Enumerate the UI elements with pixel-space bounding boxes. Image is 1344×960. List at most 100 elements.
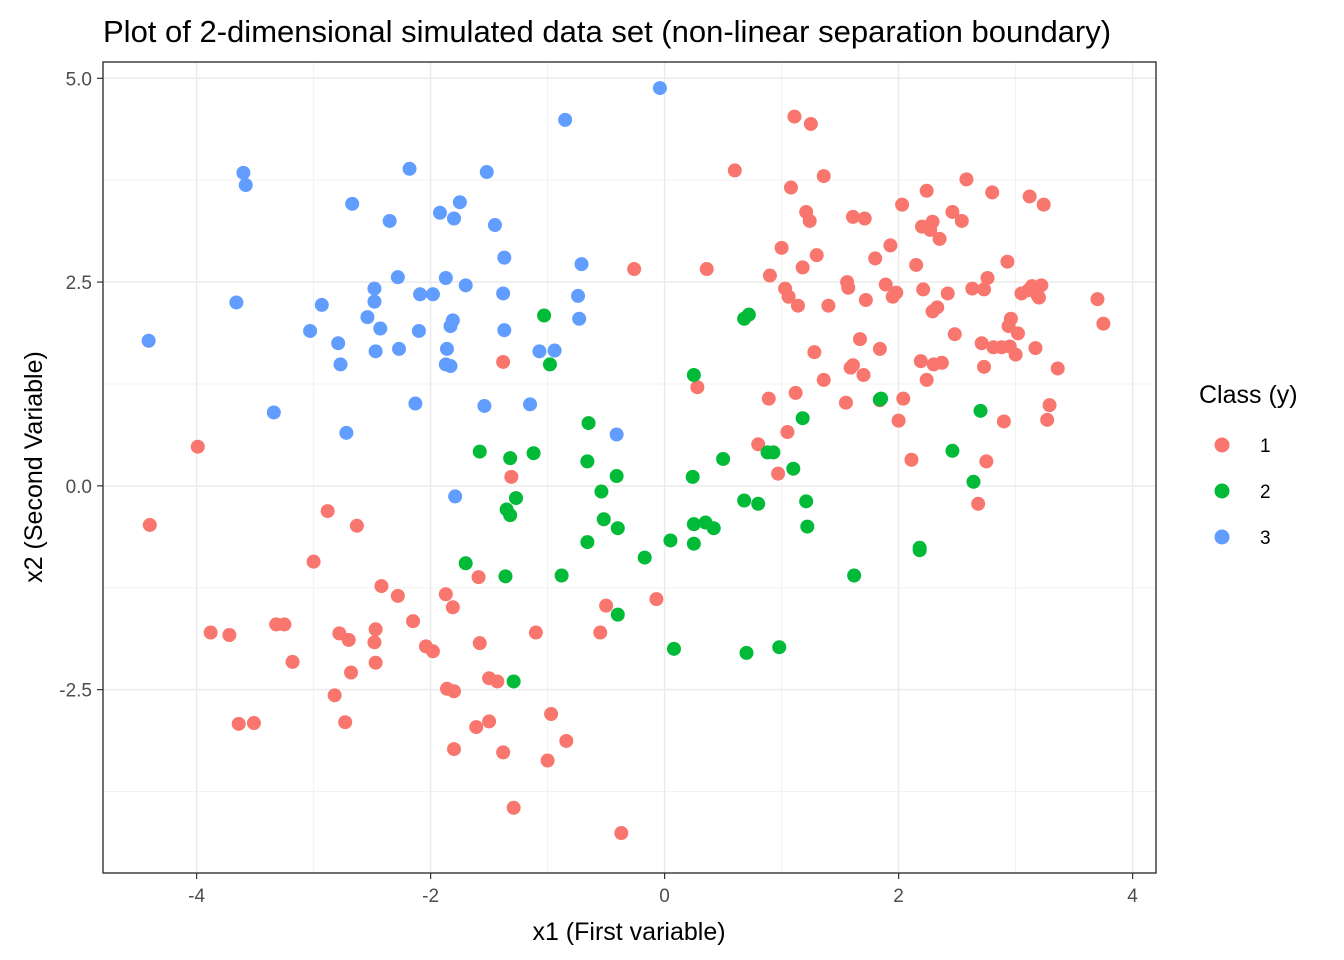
data-point-class-1 xyxy=(690,380,705,395)
data-point-class-1 xyxy=(1022,189,1037,204)
data-point-class-2 xyxy=(554,568,569,583)
data-point-class-2 xyxy=(609,469,624,484)
data-point-class-1 xyxy=(472,636,487,651)
data-point-class-2 xyxy=(472,444,487,459)
data-point-class-3 xyxy=(314,297,329,312)
data-point-class-1 xyxy=(222,627,237,642)
data-point-class-3 xyxy=(367,294,382,309)
data-point-class-1 xyxy=(1000,254,1015,269)
data-point-class-1 xyxy=(1090,292,1105,307)
data-point-class-1 xyxy=(469,720,484,735)
legend-label-1: 1 xyxy=(1260,436,1271,457)
legend-title: Class (y) xyxy=(1199,381,1298,409)
legend-label-2: 2 xyxy=(1260,482,1271,503)
data-point-class-2 xyxy=(741,307,756,322)
data-point-class-1 xyxy=(857,211,872,226)
data-point-class-2 xyxy=(581,416,596,431)
data-point-class-3 xyxy=(497,323,512,338)
data-point-class-2 xyxy=(594,484,609,499)
data-point-class-1 xyxy=(803,116,818,131)
data-point-class-2 xyxy=(795,411,810,426)
data-point-class-1 xyxy=(285,654,300,669)
data-point-class-1 xyxy=(471,570,486,585)
data-point-class-3 xyxy=(487,218,502,233)
data-point-class-2 xyxy=(945,443,960,458)
data-point-class-2 xyxy=(526,446,541,461)
data-point-class-3 xyxy=(141,333,156,348)
data-point-class-1 xyxy=(809,248,824,263)
data-point-class-3 xyxy=(443,359,458,374)
data-point-class-1 xyxy=(977,282,992,297)
data-point-class-3 xyxy=(367,281,382,296)
data-point-class-3 xyxy=(479,165,494,180)
data-point-class-1 xyxy=(787,109,802,124)
data-point-class-1 xyxy=(627,262,642,277)
data-point-class-1 xyxy=(390,588,405,603)
data-point-class-1 xyxy=(974,336,989,351)
legend: Class (y) 1 2 3 xyxy=(1199,381,1298,549)
data-point-class-3 xyxy=(477,398,492,413)
data-point-class-3 xyxy=(236,165,251,180)
data-point-class-1 xyxy=(802,213,817,228)
data-point-class-2 xyxy=(537,308,552,323)
y-tick-label: 0.0 xyxy=(66,477,92,498)
data-point-class-3 xyxy=(497,250,512,265)
data-point-class-1 xyxy=(919,372,934,387)
data-point-class-2 xyxy=(542,357,557,372)
data-point-class-1 xyxy=(338,715,353,730)
data-point-class-2 xyxy=(766,445,781,460)
data-point-class-3 xyxy=(558,112,573,127)
data-point-class-2 xyxy=(686,367,701,382)
data-point-class-3 xyxy=(413,287,428,302)
data-point-class-2 xyxy=(686,536,701,551)
data-point-class-1 xyxy=(845,209,860,224)
data-point-class-1 xyxy=(1028,341,1043,356)
legend-key-2 xyxy=(1214,483,1230,499)
data-point-class-1 xyxy=(895,197,910,212)
data-point-class-2 xyxy=(739,645,754,660)
data-point-class-1 xyxy=(980,270,995,285)
data-point-class-3 xyxy=(238,178,253,193)
data-point-class-1 xyxy=(780,425,795,440)
data-point-class-1 xyxy=(840,275,855,290)
x-tick-label: 2 xyxy=(893,886,904,907)
data-points xyxy=(141,81,1111,841)
data-point-class-3 xyxy=(333,357,348,372)
data-point-class-1 xyxy=(544,707,559,722)
data-point-class-2 xyxy=(503,451,518,466)
data-point-class-1 xyxy=(979,454,994,469)
data-point-class-1 xyxy=(856,367,871,382)
data-point-class-1 xyxy=(540,753,555,768)
data-point-class-3 xyxy=(652,81,667,96)
data-point-class-3 xyxy=(411,323,426,338)
data-point-class-1 xyxy=(528,625,543,640)
data-point-class-1 xyxy=(919,183,934,198)
data-point-class-3 xyxy=(373,321,388,336)
data-point-class-1 xyxy=(916,282,931,297)
y-tick-label: 2.5 xyxy=(66,273,92,294)
data-point-class-1 xyxy=(1010,326,1025,341)
data-point-class-1 xyxy=(246,716,261,731)
data-point-class-2 xyxy=(966,474,981,489)
data-point-class-2 xyxy=(772,640,787,655)
data-point-class-2 xyxy=(458,556,473,571)
data-point-class-1 xyxy=(858,293,873,308)
data-point-class-1 xyxy=(781,289,796,304)
data-point-class-2 xyxy=(800,519,815,534)
data-point-class-1 xyxy=(816,372,831,387)
data-point-class-1 xyxy=(940,286,955,301)
data-point-class-1 xyxy=(1032,290,1046,305)
data-point-class-3 xyxy=(360,310,375,325)
data-point-class-1 xyxy=(614,826,629,841)
data-point-class-1 xyxy=(1096,316,1111,331)
data-point-class-1 xyxy=(368,622,383,637)
data-point-class-2 xyxy=(610,521,625,536)
data-point-class-1 xyxy=(816,169,831,184)
data-point-class-1 xyxy=(909,257,924,272)
data-point-class-1 xyxy=(762,268,777,283)
data-point-class-1 xyxy=(593,625,608,640)
data-point-class-1 xyxy=(868,251,883,266)
data-point-class-2 xyxy=(637,550,652,565)
legend-key-3 xyxy=(1214,529,1230,545)
data-point-class-3 xyxy=(609,427,624,442)
